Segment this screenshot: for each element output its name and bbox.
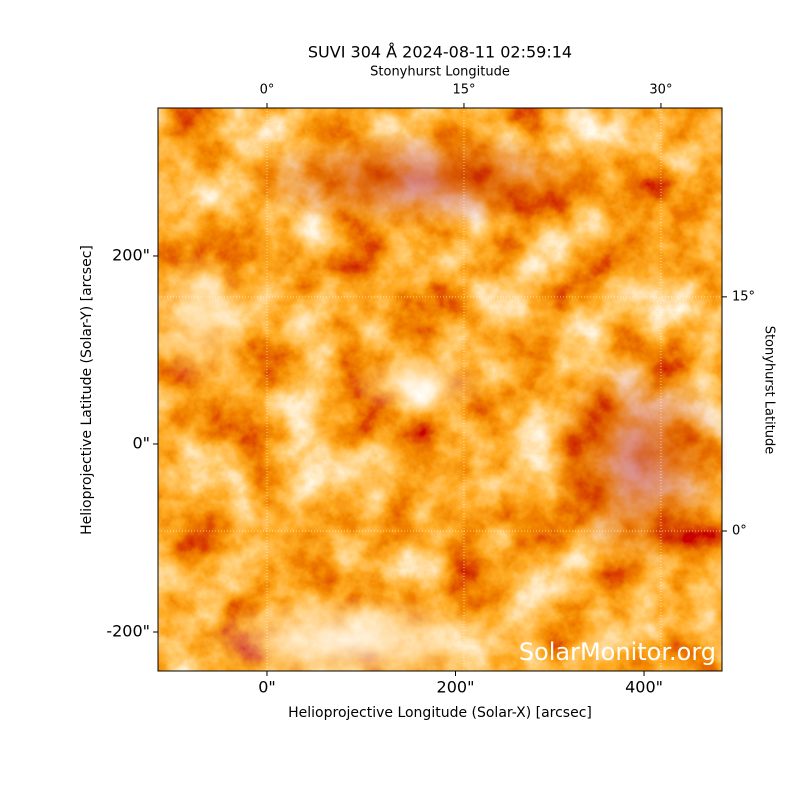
chart-title: SUVI 304 Å 2024-08-11 02:59:14 bbox=[308, 43, 572, 62]
x2-tick-label: 0° bbox=[260, 83, 275, 98]
y-tick-label: 200" bbox=[112, 245, 150, 264]
y2-tick-label: 0° bbox=[732, 523, 747, 538]
x2-axis-label: Stonyhurst Longitude bbox=[370, 65, 510, 80]
x-tick-label: 200" bbox=[437, 678, 475, 697]
y2-axis-label: Stonyhurst Latitude bbox=[762, 326, 777, 455]
x-tick-label: 0" bbox=[258, 678, 276, 697]
y-axis-label: Helioprojective Latitude (Solar-Y) [arcs… bbox=[79, 245, 95, 535]
solar-image bbox=[150, 108, 730, 685]
x2-tick-label: 30° bbox=[649, 83, 672, 98]
watermark: SolarMonitor.org bbox=[519, 638, 716, 666]
y-tick-label: -200" bbox=[106, 621, 150, 640]
x-axis-label: Helioprojective Longitude (Solar-X) [arc… bbox=[288, 705, 592, 721]
x2-tick-label: 15° bbox=[452, 83, 475, 98]
plot-frame bbox=[157, 107, 723, 672]
grid bbox=[158, 108, 722, 671]
y2-tick-label: 15° bbox=[732, 289, 755, 304]
y-tick-label: 0" bbox=[132, 433, 150, 452]
x-tick-label: 400" bbox=[625, 678, 663, 697]
